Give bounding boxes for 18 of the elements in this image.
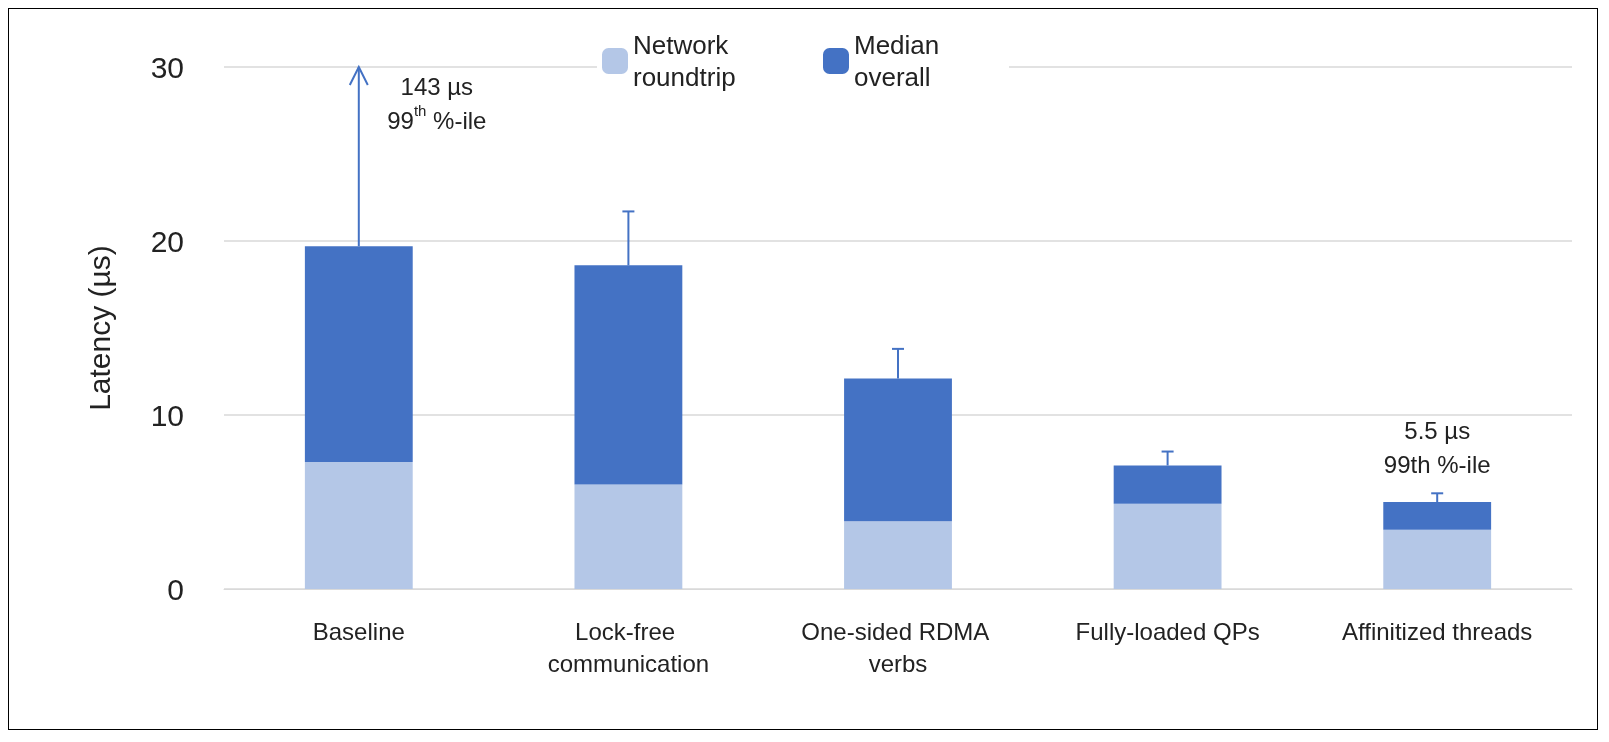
y-axis-title: Latency (µs) (82, 245, 116, 411)
x-tick-label: One-sided RDMA verbs (801, 617, 995, 677)
y-tick-label: 30 (150, 50, 184, 84)
legend-label: Median overall (854, 30, 947, 92)
legend-label: Network roundtrip (633, 30, 736, 92)
x-tick-label: Baseline (312, 617, 405, 645)
bar (1113, 503, 1222, 589)
x-tick-label: Fully-loaded QPs (1075, 617, 1260, 645)
bar (844, 521, 952, 589)
y-tick-label: 10 (150, 398, 184, 432)
annotation: 5.5 µs 99th %-ile (1383, 416, 1491, 478)
bar (1383, 529, 1492, 589)
x-tick-label: Lock-free communication (547, 617, 710, 677)
y-tick-label: 20 (150, 224, 184, 258)
y-tick-label: 0 (167, 572, 184, 606)
x-tick-label: Affinitized threads (1342, 617, 1533, 645)
bar (574, 484, 683, 589)
bar (304, 461, 413, 589)
